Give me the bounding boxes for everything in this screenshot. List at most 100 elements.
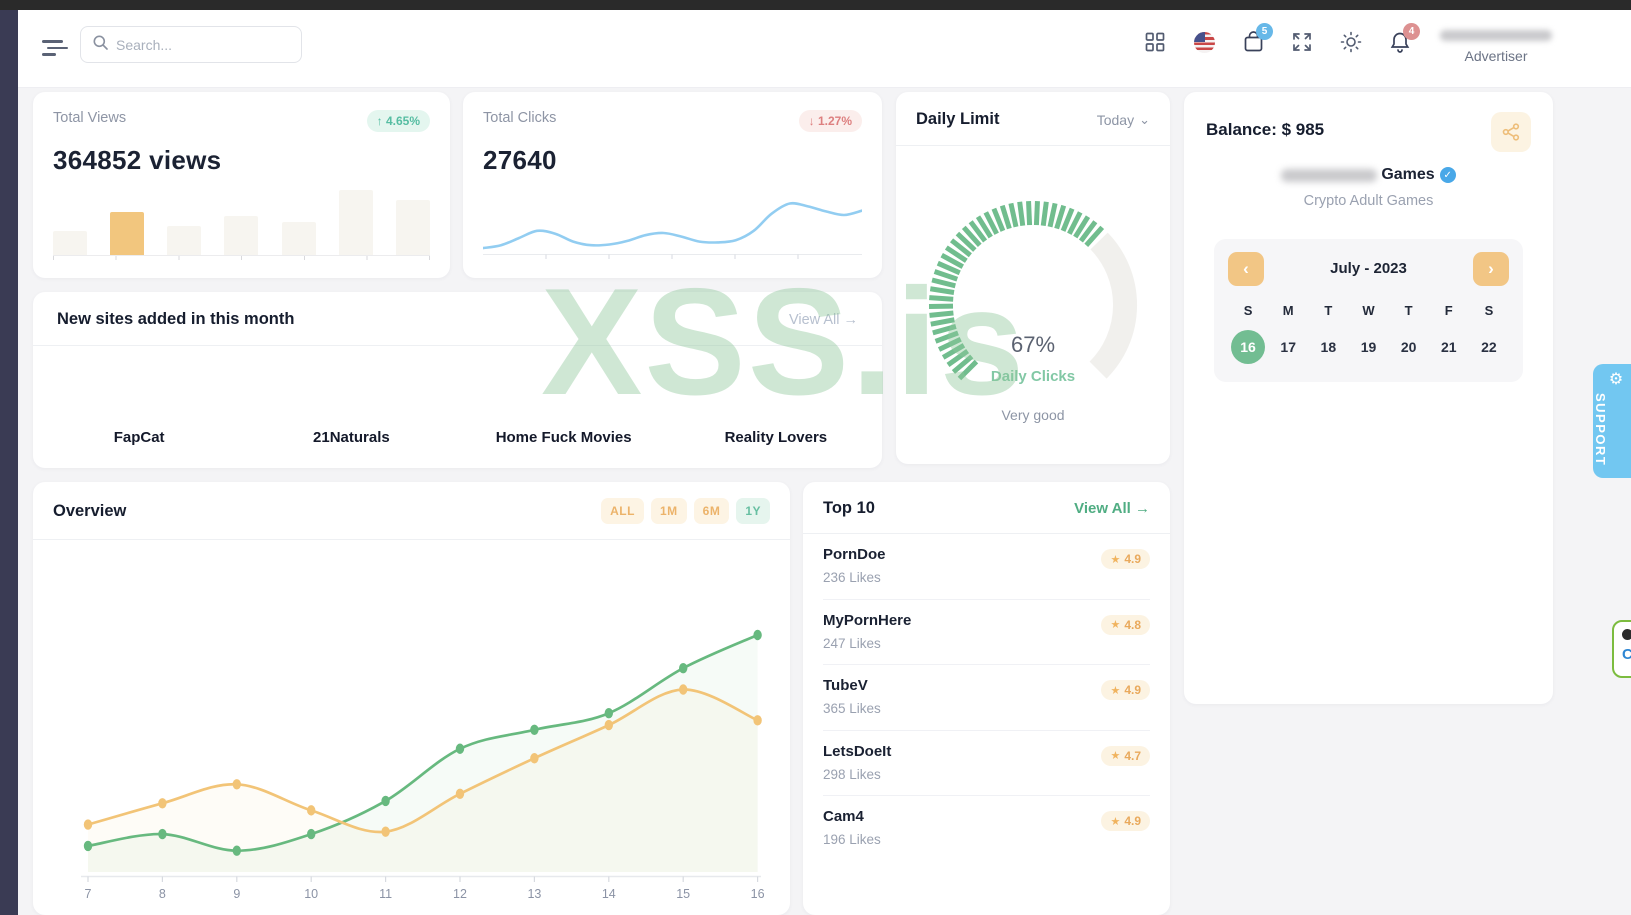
top10-list: PornDoe 236 Likes ★ 4.9 MyPornHere 247 Li… bbox=[803, 534, 1170, 862]
bar bbox=[224, 216, 259, 255]
svg-text:13: 13 bbox=[527, 887, 541, 901]
site-link[interactable]: Home Fuck Movies bbox=[495, 429, 632, 446]
cart-icon[interactable]: 5 bbox=[1241, 23, 1273, 54]
rating-badge: ★ 4.9 bbox=[1101, 549, 1150, 569]
search-box bbox=[80, 26, 302, 63]
rating-badge: ★ 4.9 bbox=[1101, 680, 1150, 700]
list-item[interactable]: Cam4 196 Likes ★ 4.9 bbox=[823, 796, 1150, 862]
daily-limit-gauge bbox=[928, 200, 1138, 381]
bar bbox=[110, 211, 145, 255]
calendar-day[interactable]: 21 bbox=[1440, 338, 1457, 355]
filter-6m-button[interactable]: 6M bbox=[693, 498, 730, 524]
filter-1m-button[interactable]: 1M bbox=[650, 498, 687, 524]
rating-badge: ★ 4.8 bbox=[1101, 614, 1150, 635]
rating-badge: ★ 4.7 bbox=[1101, 745, 1150, 766]
bar bbox=[167, 225, 202, 255]
calendar-day[interactable]: 22 bbox=[1481, 338, 1497, 355]
list-item[interactable]: PornDoe 236 Likes ★ 4.9 bbox=[823, 534, 1150, 600]
total-views-value: 364852 views bbox=[53, 145, 222, 175]
calendar-day[interactable]: 18 bbox=[1320, 338, 1337, 355]
language-flag-icon[interactable] bbox=[1192, 30, 1216, 54]
chat-widget[interactable]: C bbox=[1612, 620, 1631, 678]
gauge-status-label: Very good bbox=[1001, 407, 1065, 423]
clicks-trend-badge: ↓ 1.27% bbox=[798, 110, 862, 132]
list-item[interactable]: MyPornHere 247 Likes ★ 4.8 bbox=[823, 600, 1150, 665]
user-menu[interactable]: Advertiser bbox=[1426, 26, 1566, 64]
support-tab[interactable]: ⚙ SUPPORT bbox=[1593, 364, 1631, 478]
site-link[interactable]: Reality Lovers bbox=[724, 429, 828, 446]
new-sites-view-all-link[interactable]: View All → bbox=[788, 311, 859, 328]
top10-view-all-link[interactable]: View All → bbox=[1074, 500, 1150, 517]
views-bar-chart bbox=[53, 187, 430, 255]
overview-title: Overview bbox=[53, 501, 127, 520]
overview-card: Overview ALL 1M 6M 1Y 7 8 9 10 11 12 13 14 15 16 bbox=[33, 482, 790, 915]
topbar-icons: 5 4 bbox=[1143, 23, 1420, 54]
filter-1y-button[interactable]: 1Y bbox=[736, 498, 770, 524]
svg-text:7: 7 bbox=[85, 887, 92, 901]
notifications-bell-icon[interactable]: 4 bbox=[1388, 23, 1420, 54]
verified-badge-icon: ✓ bbox=[1439, 167, 1456, 183]
calendar-day[interactable]: 17 bbox=[1280, 338, 1296, 355]
chat-logo-letter: C bbox=[1622, 646, 1631, 663]
star-icon: ★ bbox=[1110, 553, 1121, 566]
apps-grid-icon[interactable] bbox=[1143, 30, 1167, 54]
topbar: 5 4 Advertiser bbox=[18, 10, 1631, 88]
overview-range-filters: ALL 1M 6M 1Y bbox=[601, 498, 770, 524]
search-input[interactable] bbox=[116, 36, 276, 53]
calendar-days-row: 16 17 18 19 20 21 22 bbox=[1228, 329, 1509, 364]
account-name: Games bbox=[1381, 166, 1435, 183]
list-item[interactable]: LetsDoeIt 298 Likes ★ 4.7 bbox=[823, 731, 1150, 796]
support-label: SUPPORT bbox=[1593, 393, 1608, 467]
share-button[interactable] bbox=[1491, 112, 1531, 152]
daily-limit-card: Daily Limit Today ⌄ 67% Daily Clicks Ver… bbox=[896, 92, 1170, 464]
bar bbox=[53, 230, 87, 255]
star-icon: ★ bbox=[1110, 815, 1121, 828]
new-sites-card: New sites added in this month View All →… bbox=[33, 292, 882, 468]
fullscreen-icon[interactable] bbox=[1290, 30, 1314, 54]
total-views-card: Total Views ↑ 4.65% 364852 views bbox=[33, 92, 450, 278]
svg-text:9: 9 bbox=[233, 887, 240, 901]
total-views-title: Total Views bbox=[53, 110, 127, 126]
overview-line-chart: 7 8 9 10 11 12 13 14 15 16 bbox=[81, 629, 765, 901]
browser-top-strip bbox=[0, 0, 1631, 10]
cart-badge: 5 bbox=[1256, 23, 1273, 40]
clicks-line-chart bbox=[483, 201, 862, 259]
top10-card: Top 10 View All → PornDoe 236 Likes ★ 4.9… bbox=[803, 482, 1170, 915]
site-link[interactable]: 21Naturals bbox=[313, 429, 390, 446]
calendar-month-label: July - 2023 bbox=[1330, 260, 1407, 277]
svg-text:14: 14 bbox=[602, 887, 616, 901]
user-role-label: Advertiser bbox=[1464, 48, 1528, 64]
top10-title: Top 10 bbox=[823, 499, 875, 517]
bar bbox=[395, 199, 430, 255]
calendar-next-button[interactable]: › bbox=[1473, 251, 1509, 286]
site-link[interactable]: FapCat bbox=[113, 429, 165, 446]
calendar: ‹ July - 2023 › S M T W T F S 16 17 18 1… bbox=[1214, 238, 1523, 382]
svg-text:10: 10 bbox=[304, 887, 318, 901]
svg-text:16: 16 bbox=[751, 887, 765, 901]
chat-avatar-dot bbox=[1622, 629, 1631, 640]
collapsed-sidebar[interactable] bbox=[0, 10, 18, 915]
new-sites-row: FapCat 21Naturals Home Fuck Movies Reali… bbox=[33, 429, 882, 446]
theme-sun-icon[interactable] bbox=[1339, 30, 1363, 54]
calendar-day[interactable]: 19 bbox=[1360, 338, 1377, 355]
total-clicks-title: Total Clicks bbox=[483, 110, 557, 126]
svg-text:11: 11 bbox=[379, 887, 392, 901]
calendar-weekdays: S M T W T F S bbox=[1243, 302, 1494, 318]
period-dropdown[interactable]: Today ⌄ bbox=[1096, 111, 1150, 128]
list-item[interactable]: TubeV 365 Likes ★ 4.9 bbox=[823, 665, 1150, 731]
arrow-right-icon: → bbox=[843, 311, 859, 328]
daily-limit-title: Daily Limit bbox=[916, 110, 1000, 128]
gauge-metric-label: Daily Clicks bbox=[990, 368, 1076, 385]
svg-text:12: 12 bbox=[453, 887, 467, 901]
user-name-redacted bbox=[1440, 30, 1552, 41]
balance-card: Balance: $ 985 Games ✓ Crypto Adult Game… bbox=[1184, 92, 1553, 704]
calendar-prev-button[interactable]: ‹ bbox=[1228, 251, 1264, 286]
gauge-percent: 67% bbox=[1010, 332, 1056, 357]
account-name-redacted bbox=[1281, 168, 1378, 182]
filter-all-button[interactable]: ALL bbox=[601, 498, 644, 524]
calendar-day[interactable]: 20 bbox=[1400, 338, 1417, 355]
total-clicks-value: 27640 bbox=[483, 145, 557, 175]
calendar-day-selected[interactable]: 16 bbox=[1228, 329, 1268, 364]
menu-toggle-button[interactable] bbox=[42, 40, 68, 58]
new-sites-title: New sites added in this month bbox=[57, 310, 295, 328]
